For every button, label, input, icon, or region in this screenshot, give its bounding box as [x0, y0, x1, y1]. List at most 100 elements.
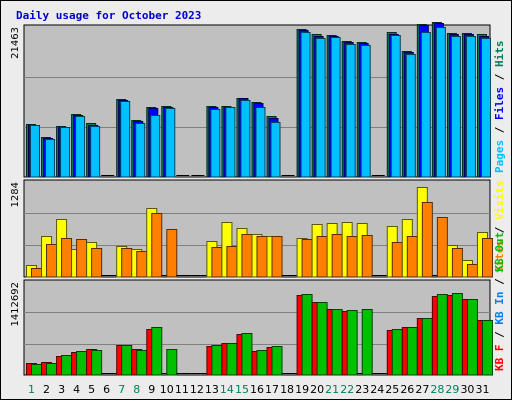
bar-kb-out-day-13 — [211, 345, 223, 376]
bar-kb-out-day-25 — [391, 329, 403, 376]
day-label-7: 7 — [118, 383, 125, 396]
day-label-3: 3 — [58, 383, 65, 396]
bar-sites-day-3 — [61, 238, 73, 278]
day-label-10: 10 — [160, 383, 174, 396]
legend-item: Hits — [493, 41, 506, 68]
legend-item: Visits — [493, 180, 506, 220]
bar-sites-day-24 — [376, 275, 387, 276]
bar-kb-out-day-4 — [76, 351, 88, 376]
bar-pages-day-22 — [345, 44, 356, 178]
day-label-24: 24 — [370, 383, 384, 396]
day-label-9: 9 — [148, 383, 155, 396]
bar-kb-out-day-27 — [421, 318, 433, 376]
bar-sites-day-26 — [406, 236, 418, 278]
bar-kb-out-day-29 — [451, 293, 463, 376]
day-label-20: 20 — [310, 383, 324, 396]
legend-item: / — [493, 272, 506, 292]
legend-item: KB F — [493, 345, 506, 372]
bar-pages-day-14 — [225, 107, 236, 178]
bar-sites-day-25 — [391, 242, 403, 278]
bar-kb-out-day-18 — [286, 373, 297, 374]
bar-pages-day-20 — [315, 38, 326, 178]
bar-pages-day-27 — [420, 32, 431, 178]
panel-visits-sites: 1284 Sites / Visits — [10, 179, 506, 278]
bar-kb-out-day-26 — [406, 327, 418, 376]
bar-kb-out-day-7 — [121, 345, 133, 376]
bar-pages-day-31 — [480, 38, 491, 178]
panel-hits-files-pages: 21463 Pages / Files / Hits — [10, 22, 506, 178]
day-label-17: 17 — [265, 383, 279, 396]
legend-item: / — [493, 325, 506, 345]
legend-visits-sites: Sites / Visits — [493, 180, 506, 273]
day-label-26: 26 — [400, 383, 414, 396]
bar-kb-out-day-19 — [301, 294, 313, 376]
bar-kb-out-day-11 — [181, 373, 192, 374]
day-label-1: 1 — [28, 383, 35, 396]
bar-sites-day-20 — [316, 236, 328, 278]
bar-kb-out-day-14 — [226, 343, 238, 376]
bar-pages-day-28 — [435, 27, 446, 178]
bar-kb-out-day-3 — [61, 355, 73, 376]
bar-sites-day-16 — [256, 236, 268, 278]
day-label-12: 12 — [190, 383, 204, 396]
bar-kb-out-day-31 — [481, 320, 493, 376]
bar-pages-day-24 — [375, 175, 385, 176]
bar-kb-out-day-20 — [316, 302, 328, 376]
bar-sites-day-13 — [211, 247, 223, 278]
bar-pages-day-13 — [210, 109, 221, 178]
bar-kb-out-day-24 — [376, 373, 387, 374]
bar-sites-day-31 — [481, 238, 493, 278]
day-label-23: 23 — [355, 383, 369, 396]
chart-panels: 21463 Pages / Files / Hits 1284 Sites / Vis… — [10, 22, 506, 376]
bar-pages-day-16 — [255, 107, 266, 178]
bar-sites-day-7 — [121, 248, 133, 278]
legend-item: KB Out — [493, 232, 506, 272]
bar-sites-day-27 — [421, 202, 433, 278]
day-label-25: 25 — [385, 383, 399, 396]
bar-sites-day-6 — [106, 275, 117, 276]
bar-kb-out-day-9 — [151, 327, 163, 376]
day-label-4: 4 — [73, 383, 80, 396]
bar-sites-day-14 — [226, 246, 238, 278]
day-label-30: 30 — [460, 383, 474, 396]
ymax-label-kb: 1412692 — [10, 282, 21, 327]
bar-pages-day-12 — [195, 175, 205, 176]
bar-pages-day-7 — [120, 101, 131, 178]
bar-sites-day-4 — [76, 239, 88, 278]
bar-pages-day-15 — [240, 100, 251, 178]
ymax-label-visits-sites: 1284 — [10, 182, 21, 207]
bar-sites-day-23 — [361, 235, 373, 278]
bar-pages-day-18 — [285, 175, 295, 176]
bar-sites-day-10 — [166, 229, 178, 278]
bar-kb-out-day-15 — [241, 333, 253, 376]
bar-kb-out-day-12 — [196, 373, 207, 374]
bar-sites-day-12 — [196, 275, 207, 276]
day-label-2: 2 — [43, 383, 50, 396]
day-label-16: 16 — [250, 383, 264, 396]
bar-sites-day-18 — [286, 275, 297, 276]
ymax-label-hits-files-pages: 21463 — [10, 27, 21, 59]
bar-pages-day-26 — [405, 54, 416, 178]
legend-item: Files — [493, 87, 506, 120]
bar-sites-day-21 — [331, 234, 343, 278]
bar-kb-out-day-2 — [46, 363, 58, 376]
bar-sites-day-11 — [181, 275, 192, 276]
bar-pages-day-5 — [90, 126, 101, 178]
day-label-22: 22 — [340, 383, 354, 396]
day-label-19: 19 — [295, 383, 309, 396]
day-label-8: 8 — [133, 383, 140, 396]
day-label-14: 14 — [220, 383, 234, 396]
day-label-15: 15 — [235, 383, 249, 396]
bar-kb-out-day-8 — [136, 350, 148, 376]
bar-sites-day-9 — [151, 213, 163, 278]
bar-sites-day-22 — [346, 236, 358, 278]
day-label-21: 21 — [325, 383, 339, 396]
day-label-31: 31 — [475, 383, 489, 396]
legend-kb: KB F / KB In / KB Out — [493, 232, 506, 371]
bar-pages-day-4 — [75, 116, 86, 178]
bar-kb-out-day-6 — [106, 373, 117, 374]
bar-kb-out-day-21 — [331, 309, 343, 376]
day-label-13: 13 — [205, 383, 219, 396]
legend-item: Sites — [493, 240, 506, 273]
